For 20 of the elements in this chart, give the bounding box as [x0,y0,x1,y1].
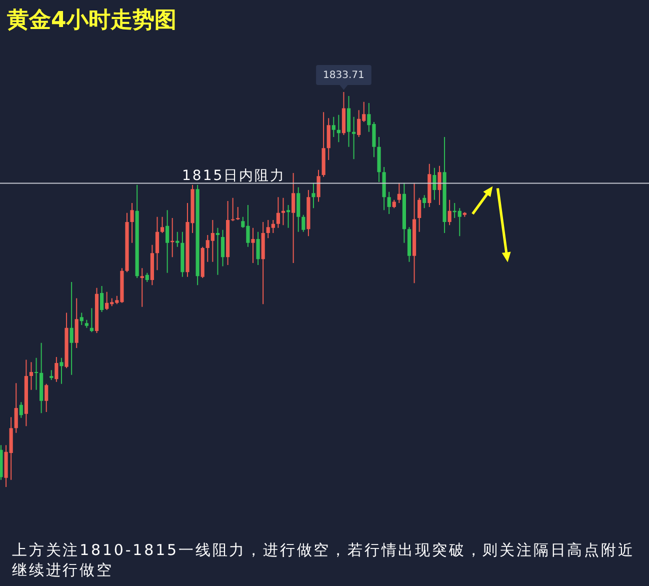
candlestick [352,116,356,160]
candlestick [176,232,180,247]
candlestick [60,358,64,384]
candlestick [236,206,240,220]
text: 上方关注1810-1815一线阻力，进行做空，若行情出现突破，则关注隔日高点附近继续进行做空 [12,540,636,580]
candlestick [29,362,34,390]
candlestick [281,198,286,226]
candlestick [312,182,316,208]
candlestick [34,358,38,390]
ref-line-label: 1815日内阻力 [182,168,286,184]
candlestick [216,228,220,275]
candlestick [130,202,134,243]
candlestick [170,218,174,258]
annotation: 1833.71 [323,70,364,81]
chart-title: 黄金4小时走势图 [6,8,176,33]
candlestick [140,268,144,307]
annotation-callout: 1833.71 [316,65,372,90]
candlestick [251,228,255,264]
candlestick [231,198,235,222]
candlestick [286,204,290,228]
